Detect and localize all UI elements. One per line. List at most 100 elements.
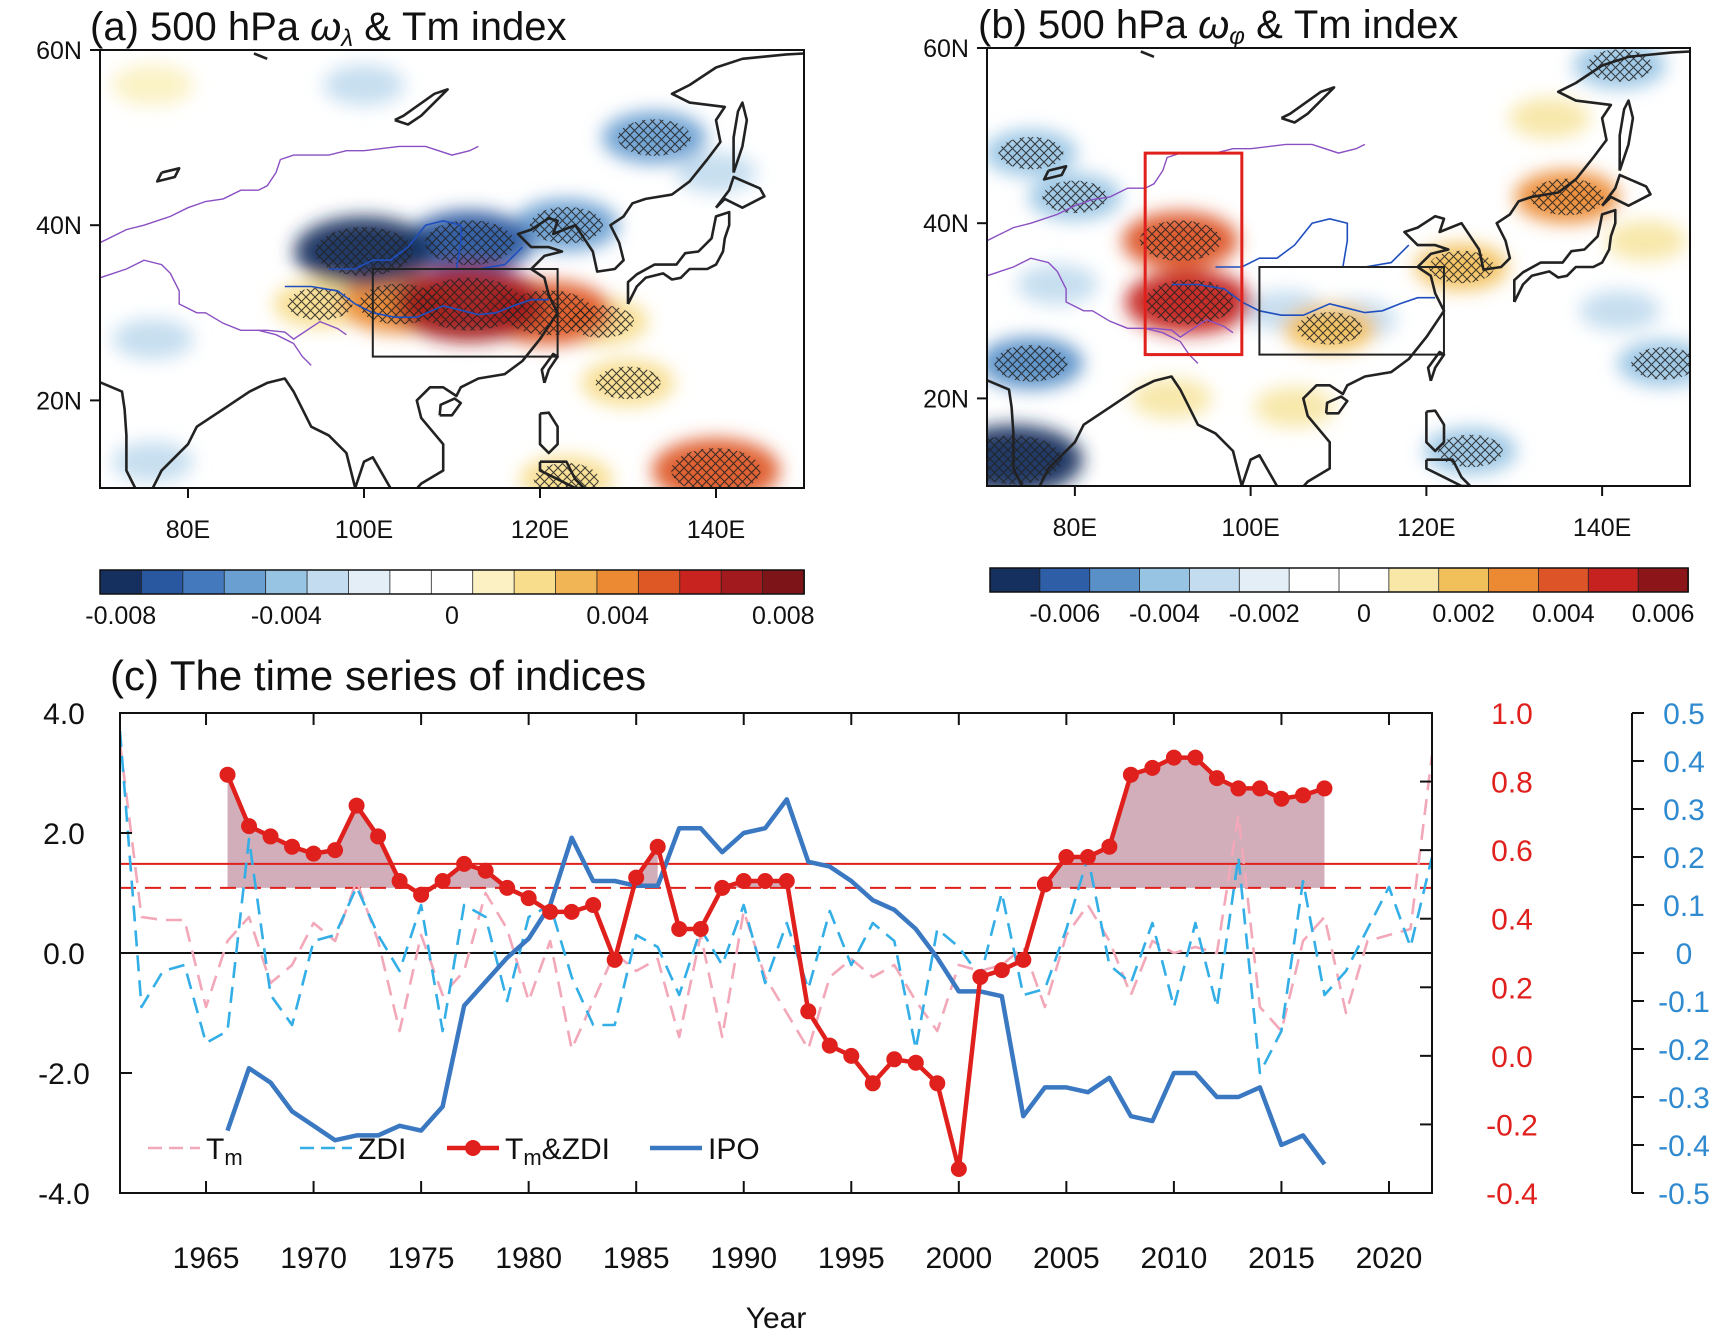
shaded-area [227, 774, 400, 888]
coastline [1618, 99, 1635, 172]
colorbar-label: 0 [1357, 600, 1371, 628]
hatch-region [1429, 250, 1495, 284]
hatch-region [533, 462, 599, 488]
right2-tick-label: 0.5 [1663, 698, 1705, 731]
x-tick-label: 1985 [603, 1242, 670, 1275]
field-feature [1130, 378, 1213, 419]
colorbar-cell [223, 569, 267, 595]
black-region-box [371, 268, 559, 358]
series-marker [262, 828, 279, 845]
colorbar-cell [182, 569, 226, 595]
colorbar-cell [1538, 567, 1590, 593]
panel-a-boxes [371, 268, 559, 358]
colorbar-cell [555, 569, 598, 595]
hatch-region [994, 345, 1068, 382]
coastline [1280, 86, 1336, 124]
coastline [732, 101, 749, 174]
colorbar-cell [306, 569, 350, 595]
coastline [1324, 395, 1349, 415]
series-marker [606, 951, 623, 968]
colorbar-cell [1139, 567, 1191, 593]
series-marker [1122, 766, 1139, 783]
x-tick-label: 2020 [1356, 1242, 1423, 1275]
colorbar-cell [596, 569, 640, 595]
x-tick-label: 2015 [1248, 1242, 1315, 1275]
hatch-region [1530, 178, 1604, 216]
river [1171, 283, 1436, 316]
series-marker [456, 855, 473, 872]
colorbar-cell [265, 569, 308, 595]
series-marker [348, 797, 365, 814]
right2-tick-label: -0.4 [1658, 1130, 1710, 1163]
panel-a-coastlines [100, 52, 804, 488]
series-marker [477, 862, 494, 879]
x-tick-label: 2000 [925, 1242, 992, 1275]
colorbar-cell [1039, 567, 1091, 593]
field-feature [1605, 220, 1687, 262]
coastline [987, 378, 1024, 486]
series-marker [929, 1075, 946, 1092]
x-tick-label: 100E [1221, 514, 1279, 542]
panel-b-coastlines [987, 50, 1690, 486]
series-marker [391, 873, 408, 889]
series-marker [241, 818, 258, 835]
legend-label: Tm [206, 1133, 243, 1170]
y-tick-label: 20N [36, 387, 82, 415]
river [284, 285, 549, 318]
colorbar-cell [389, 569, 433, 595]
black-region-box [1258, 266, 1445, 356]
x-tick-label: 1965 [173, 1242, 240, 1275]
left-tick-label: 0.0 [43, 938, 85, 971]
panel-a-title: (a) 500 hPa ωλ & Tm index [90, 5, 567, 52]
colorbar-label: 0.004 [586, 602, 649, 630]
colorbar-cell [1189, 567, 1241, 593]
x-tick-label: 1970 [280, 1242, 347, 1275]
right2-tick-label: 0.2 [1663, 842, 1705, 875]
field-feature [112, 64, 194, 106]
series-marker [1058, 849, 1075, 865]
hatch-region [671, 448, 761, 488]
coastline [626, 210, 731, 305]
panel-c-timeseries: (c) The time series of indices 4.0 2.0 0.0… [38, 652, 1710, 1335]
hatch-region [987, 435, 1063, 485]
hatch-region [416, 277, 523, 331]
x-tick-label: 120E [1397, 514, 1455, 542]
right1-tick-label: -0.2 [1486, 1109, 1538, 1142]
colorbar-cell [1388, 567, 1440, 593]
series-marker [542, 903, 559, 920]
series-marker [305, 845, 322, 862]
series-marker [1101, 838, 1118, 855]
field-feature [1579, 290, 1661, 332]
right2-tick-label: -0.5 [1658, 1178, 1710, 1211]
legend-label: ZDI [358, 1133, 406, 1166]
coastline [1038, 50, 1690, 486]
right2-tick-label: 0.3 [1663, 794, 1705, 827]
series-marker [413, 886, 430, 903]
plateau-boundary [258, 329, 312, 366]
right1-tick-label: 0.4 [1491, 904, 1533, 937]
colorbar-label: 0.006 [1632, 600, 1695, 628]
red-region-box [1143, 151, 1244, 357]
colorbar-label: 0.004 [1532, 600, 1595, 628]
colorbar-cell [1438, 567, 1490, 593]
series-marker [735, 873, 752, 889]
series-marker [671, 921, 688, 937]
field-feature [112, 441, 194, 483]
panel-b-boxes [1143, 151, 1445, 357]
series-marker [499, 879, 516, 896]
colorbar-cell [679, 569, 723, 595]
right1-tick-label: 0.0 [1491, 1041, 1533, 1074]
series-marker [757, 873, 774, 889]
coastline [1042, 165, 1068, 181]
colorbar-frame [99, 569, 805, 595]
colorbar-label: -0.006 [1029, 600, 1100, 628]
x-tick-label: 100E [335, 516, 393, 544]
colorbar-cell [762, 569, 805, 595]
right1-tick-label: 1.0 [1491, 698, 1533, 731]
series-marker [1015, 951, 1032, 968]
panel-c-plot: 4.0 2.0 0.0 -2.0 -4.0 1.0 0.8 0.6 0.4 0.2 0.0 -0.2 -… [38, 698, 1710, 1275]
colorbar-cell [720, 569, 764, 595]
panel-a-frame [99, 49, 805, 489]
series-line-zdi [120, 730, 1432, 1075]
colorbar-label: -0.008 [85, 602, 156, 630]
